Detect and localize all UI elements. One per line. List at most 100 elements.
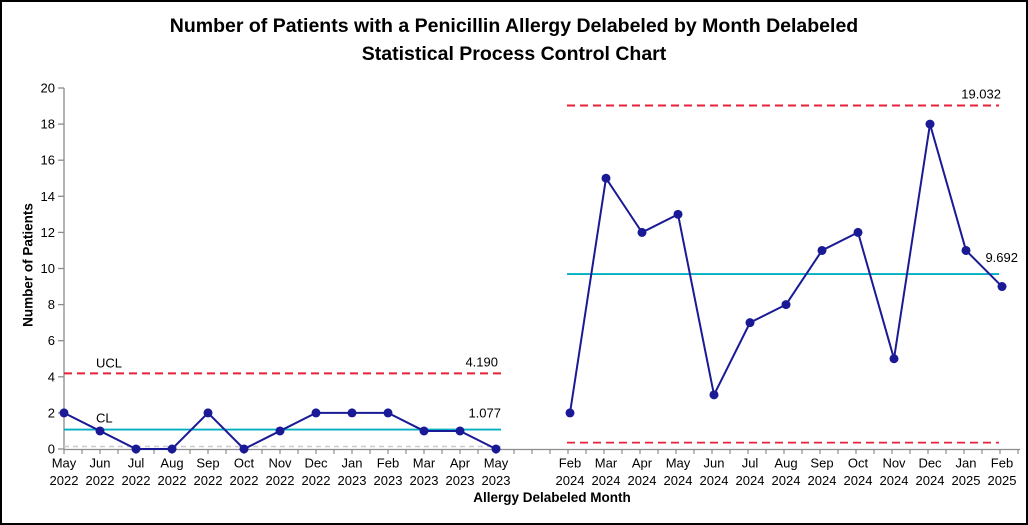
x-tick-label-month: Jul xyxy=(742,456,759,471)
x-tick-label-year: 2024 xyxy=(700,473,729,488)
x-axis-title: Allergy Delabeled Month xyxy=(473,490,631,505)
x-tick-label-year: 2024 xyxy=(916,473,945,488)
x-tick-label-year: 2025 xyxy=(988,473,1017,488)
x-tick-label-year: 2024 xyxy=(736,473,765,488)
x-tick-label-month: Aug xyxy=(774,456,797,471)
data-point xyxy=(131,444,141,454)
y-tick-label: 14 xyxy=(41,189,55,204)
x-tick-label-year: 2023 xyxy=(338,473,367,488)
x-tick-label-year: 2022 xyxy=(50,473,79,488)
x-tick-label-year: 2024 xyxy=(664,473,693,488)
x-tick-label-year: 2023 xyxy=(446,473,475,488)
data-point xyxy=(455,426,465,436)
y-tick-label: 18 xyxy=(41,117,55,132)
y-tick-label: 2 xyxy=(48,405,55,420)
data-point xyxy=(275,426,285,436)
y-tick-label: 4 xyxy=(48,369,55,384)
cl-value-label: 9.692 xyxy=(985,250,1018,265)
x-tick-label-year: 2022 xyxy=(194,473,223,488)
data-point xyxy=(673,209,683,219)
data-point xyxy=(491,444,501,454)
data-point xyxy=(95,426,105,436)
data-point xyxy=(853,227,863,237)
x-tick-label-year: 2024 xyxy=(880,473,909,488)
data-point xyxy=(709,390,719,400)
x-tick-label-month: Nov xyxy=(268,456,292,471)
data-point xyxy=(383,408,393,418)
data-point xyxy=(889,354,899,364)
x-tick-label-month: Oct xyxy=(234,456,255,471)
data-point xyxy=(961,245,971,255)
x-tick-label-month: Jun xyxy=(90,456,111,471)
data-point xyxy=(745,318,755,328)
data-point xyxy=(565,408,575,418)
x-tick-label-month: May xyxy=(52,456,77,471)
data-point xyxy=(997,282,1007,292)
x-tick-label-year: 2022 xyxy=(230,473,259,488)
y-tick-label: 6 xyxy=(48,333,55,348)
x-tick-label-month: Feb xyxy=(991,456,1013,471)
x-tick-label-month: Aug xyxy=(160,456,183,471)
x-tick-label-year: 2022 xyxy=(86,473,115,488)
x-tick-label-month: Sep xyxy=(196,456,219,471)
x-tick-label-month: Oct xyxy=(848,456,869,471)
x-tick-label-month: Feb xyxy=(559,456,581,471)
y-tick-label: 0 xyxy=(48,442,55,457)
data-point xyxy=(781,300,791,310)
x-tick-label-month: Dec xyxy=(304,456,328,471)
data-point xyxy=(925,119,935,129)
x-tick-label-month: Dec xyxy=(918,456,942,471)
x-tick-label-month: Mar xyxy=(595,456,618,471)
data-point xyxy=(817,245,827,255)
ucl-text-label: UCL xyxy=(96,355,122,370)
data-point xyxy=(347,408,357,418)
x-tick-label-year: 2023 xyxy=(482,473,511,488)
x-tick-label-month: May xyxy=(484,456,509,471)
ucl-value-label: 4.190 xyxy=(465,354,498,369)
x-tick-label-month: Sep xyxy=(810,456,833,471)
y-tick-label: 20 xyxy=(41,81,55,96)
chart-title: Number of Patients with a Penicillin All… xyxy=(2,12,1026,68)
x-tick-label-year: 2022 xyxy=(158,473,187,488)
x-tick-label-month: Feb xyxy=(377,456,399,471)
y-tick-label: 10 xyxy=(41,261,55,276)
y-tick-label: 8 xyxy=(48,297,55,312)
chart-title-line2: Statistical Process Control Chart xyxy=(361,43,667,65)
x-tick-label-year: 2024 xyxy=(808,473,837,488)
x-tick-label-month: Apr xyxy=(632,456,653,471)
x-tick-label-month: Mar xyxy=(413,456,436,471)
cl-text-label: CL xyxy=(96,411,113,426)
data-point xyxy=(59,408,69,418)
x-tick-label-year: 2024 xyxy=(592,473,621,488)
x-tick-label-year: 2023 xyxy=(410,473,439,488)
x-tick-label-month: Nov xyxy=(882,456,906,471)
x-tick-label-month: May xyxy=(666,456,691,471)
x-tick-label-year: 2022 xyxy=(122,473,151,488)
y-tick-label: 12 xyxy=(41,225,55,240)
x-tick-label-month: Jan xyxy=(956,456,977,471)
data-point xyxy=(637,227,647,237)
x-tick-label-month: Jan xyxy=(342,456,363,471)
ucl-value-label: 19.032 xyxy=(961,86,1001,101)
data-point xyxy=(203,408,213,418)
data-point xyxy=(239,444,249,454)
x-tick-label-year: 2022 xyxy=(266,473,295,488)
x-tick-label-year: 2025 xyxy=(952,473,981,488)
x-tick-label-year: 2024 xyxy=(556,473,585,488)
data-point xyxy=(167,444,177,454)
data-point xyxy=(311,408,321,418)
x-tick-label-month: Jun xyxy=(704,456,725,471)
data-point xyxy=(419,426,429,436)
x-tick-label-year: 2024 xyxy=(772,473,801,488)
x-tick-label-year: 2024 xyxy=(844,473,873,488)
cl-value-label: 1.077 xyxy=(468,406,501,421)
x-tick-label-month: Apr xyxy=(450,456,471,471)
y-tick-label: 16 xyxy=(41,153,55,168)
x-tick-label-year: 2024 xyxy=(628,473,657,488)
x-tick-label-year: 2022 xyxy=(302,473,331,488)
x-tick-label-month: Jul xyxy=(128,456,145,471)
series-line xyxy=(569,123,1003,414)
chart-title-line1: Number of Patients with a Penicillin All… xyxy=(169,15,859,37)
